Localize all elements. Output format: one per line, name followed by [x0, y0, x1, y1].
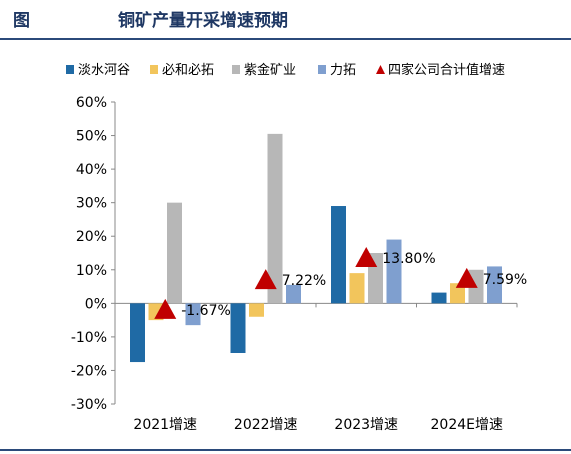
y-tick-label-1: -20% — [71, 363, 107, 379]
legend-swatch-4 — [376, 65, 385, 74]
legend-swatch-0 — [66, 65, 74, 74]
bar-淡水河谷-2021增速 — [130, 303, 145, 363]
legend-label-4: 四家公司合计值增速 — [388, 62, 505, 78]
x-tick-label-2: 2023增速 — [334, 417, 398, 433]
x-tick-label-0: 2021增速 — [133, 417, 197, 433]
legend-swatch-1 — [150, 65, 158, 74]
bar-紫金矿业-2022增速 — [267, 133, 283, 304]
total-marker-2021增速 — [154, 298, 177, 319]
total-marker-2023增速 — [355, 247, 378, 268]
bar-力拓-2024E增速 — [487, 266, 502, 304]
total-label-2021增速: -1.67% — [181, 303, 231, 319]
x-tick-label-3: 2024E增速 — [431, 417, 503, 433]
y-tick-label-4: 10% — [76, 263, 107, 279]
y-tick-label-5: 20% — [76, 229, 107, 245]
bar-淡水河谷-2024E增速 — [431, 292, 447, 304]
figure-header: 图 铜矿产量开采增速预期 — [0, 0, 571, 40]
legend-label-2: 紫金矿业 — [244, 62, 296, 78]
bar-力拓-2023增速 — [386, 239, 402, 304]
bottom-rule — [0, 449, 571, 451]
total-label-2024E增速: 7.59% — [483, 272, 527, 288]
bar-淡水河谷-2023增速 — [331, 206, 346, 304]
legend-swatch-3 — [318, 65, 326, 74]
legend-label-3: 力拓 — [330, 63, 356, 78]
bar-必和必拓-2024E增速 — [450, 283, 465, 304]
x-tick-label-1: 2022增速 — [234, 417, 298, 433]
y-tick-label-9: 60% — [76, 95, 107, 111]
total-marker-2022增速 — [254, 269, 277, 290]
y-tick-label-0: -30% — [71, 397, 107, 413]
y-tick-label-3: 0% — [85, 296, 107, 312]
bar-力拓-2022增速 — [286, 284, 301, 304]
total-label-2022增速: 7.22% — [282, 273, 326, 289]
legend-label-1: 必和必拓 — [162, 63, 214, 78]
y-tick-label-6: 30% — [76, 196, 107, 212]
figure-label: 图 — [13, 11, 30, 31]
bar-必和必拓-2022增速 — [249, 303, 264, 317]
legend-swatch-2 — [232, 65, 240, 74]
total-marker-2024E增速 — [455, 267, 478, 288]
y-tick-label-2: -10% — [71, 330, 107, 346]
total-label-2023增速: 13.80% — [382, 251, 435, 267]
y-tick-label-7: 40% — [76, 162, 107, 178]
legend-label-0: 淡水河谷 — [78, 63, 130, 78]
bar-必和必拓-2023增速 — [349, 273, 365, 304]
bar-力拓-2021增速 — [185, 303, 201, 326]
y-tick-label-8: 50% — [76, 129, 107, 145]
chart-title: 铜矿产量开采增速预期 — [118, 11, 288, 31]
bar-紫金矿业-2021增速 — [167, 202, 182, 304]
bar-淡水河谷-2022增速 — [230, 303, 246, 353]
